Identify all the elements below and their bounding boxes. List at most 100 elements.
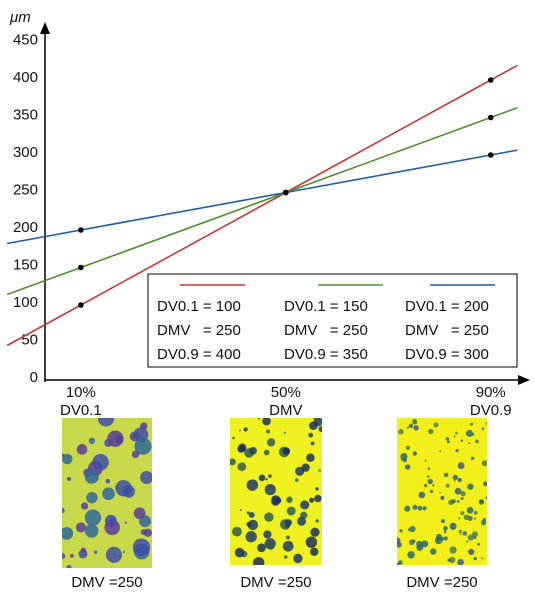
droplet: [263, 530, 272, 539]
droplet: [283, 555, 288, 559]
droplet: [286, 506, 296, 516]
droplet: [315, 519, 319, 523]
line-extension: [6, 304, 82, 347]
droplet: [470, 422, 474, 426]
x-tick-label: 50%: [271, 384, 301, 401]
x-tick-label: 90%: [476, 384, 506, 401]
droplet: [249, 446, 257, 455]
y-tick-label: 350: [13, 106, 38, 123]
image-caption: DMV =250: [240, 574, 311, 591]
droplet: [283, 431, 287, 434]
droplet: [430, 489, 434, 493]
droplet: [62, 553, 66, 560]
image-caption: DMV =250: [406, 574, 477, 591]
droplet: [452, 528, 455, 530]
droplet: [140, 471, 152, 484]
droplet: [234, 547, 245, 558]
droplet: [313, 418, 317, 420]
droplet: [443, 526, 448, 531]
droplet: [478, 499, 485, 505]
droplet: [264, 484, 276, 496]
droplet: [485, 496, 487, 499]
droplet: [451, 522, 454, 526]
droplet: [310, 547, 319, 556]
droplet: [86, 492, 98, 504]
droplet: [440, 495, 445, 501]
droplet: [458, 529, 462, 534]
droplet: [84, 469, 99, 484]
droplet: [483, 481, 487, 487]
droplet: [468, 548, 475, 556]
droplet: [267, 542, 275, 550]
droplet: [404, 505, 411, 512]
point: [78, 227, 84, 233]
droplet: [300, 500, 310, 510]
droplet: [268, 474, 272, 478]
droplet: [471, 531, 478, 538]
droplet: [481, 427, 485, 431]
droplet: [318, 426, 322, 432]
droplet: [84, 523, 99, 538]
droplet: [477, 542, 481, 546]
droplet: [105, 478, 111, 484]
droplet: [232, 436, 235, 440]
droplet: [412, 451, 417, 456]
droplet: [258, 418, 260, 420]
droplet: [418, 491, 426, 499]
y-tick-label: 200: [13, 219, 38, 236]
droplet: [247, 519, 259, 531]
legend-text: DMV = 250: [157, 322, 241, 339]
droplet: [398, 560, 403, 565]
droplet: [400, 452, 408, 461]
legend-text: DV0.9 = 300: [405, 346, 489, 363]
y-tick-label: 100: [13, 294, 38, 311]
droplet: [432, 484, 435, 487]
droplet: [314, 494, 322, 503]
droplet: [397, 542, 402, 548]
droplet: [97, 418, 115, 427]
x-arrow: [518, 375, 530, 385]
droplet: [271, 497, 280, 506]
droplet: [105, 546, 123, 563]
droplet: [248, 512, 255, 518]
droplet: [481, 460, 487, 467]
droplet: [449, 546, 457, 554]
droplet: [265, 478, 268, 481]
droplet: [463, 514, 470, 521]
point: [283, 189, 289, 196]
droplet: [404, 464, 411, 470]
droplet: [285, 535, 290, 540]
x-tick-label: 10%: [66, 384, 96, 401]
droplet: [427, 478, 433, 485]
droplet-image: [230, 418, 322, 565]
y-tick-label: 150: [13, 256, 38, 273]
droplet: [407, 528, 412, 532]
droplet: [93, 550, 98, 554]
line-extension: [490, 149, 518, 156]
droplet: [266, 429, 271, 434]
droplet: [480, 519, 487, 526]
droplet: [398, 429, 404, 435]
droplet: [124, 521, 127, 524]
droplet: [430, 548, 437, 555]
droplet: [282, 447, 291, 455]
droplet: [258, 474, 266, 482]
droplet: [246, 479, 259, 491]
x-tick-sublabel: DV0.9: [470, 402, 512, 419]
droplet: [449, 556, 456, 564]
droplet: [443, 472, 449, 478]
droplet: [406, 426, 410, 429]
droplet: [441, 518, 445, 523]
droplet: [412, 418, 418, 424]
droplet: [122, 550, 126, 554]
droplet: [407, 550, 415, 559]
droplet: [318, 469, 321, 472]
droplet: [70, 554, 74, 558]
droplet: [443, 536, 448, 541]
droplet: [413, 425, 419, 431]
droplet: [427, 475, 430, 478]
droplet: [301, 463, 310, 472]
point: [78, 302, 84, 308]
droplet: [76, 444, 88, 455]
droplet: [75, 522, 87, 533]
